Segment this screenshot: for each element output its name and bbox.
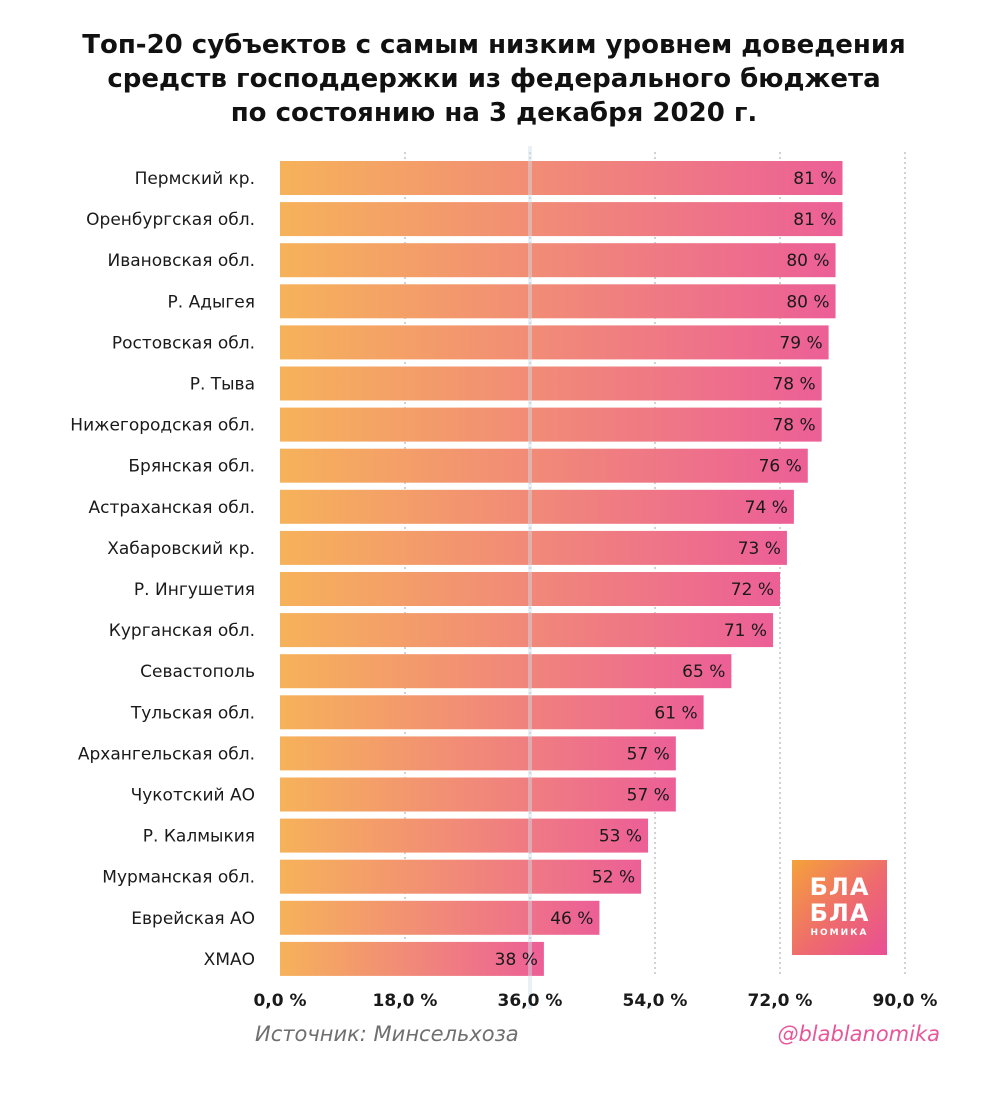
x-tick-label: 18,0 % (373, 991, 438, 1011)
bar (280, 777, 676, 812)
bar (280, 448, 808, 483)
value-label: 61 % (654, 703, 697, 723)
value-label: 80 % (786, 251, 829, 271)
bar (280, 325, 829, 360)
bar (280, 530, 787, 565)
category-label: Астраханская обл. (89, 498, 256, 518)
bar (280, 736, 676, 771)
bar (280, 613, 774, 648)
chart-title-line-1: Топ-20 субъектов с самым низким уровнем … (82, 30, 906, 60)
bar (280, 572, 780, 606)
value-label: 78 % (772, 375, 815, 395)
x-tick-label: 72,0 % (748, 991, 813, 1011)
bar (280, 202, 843, 237)
value-label: 79 % (779, 333, 822, 353)
value-label: 38 % (495, 950, 538, 970)
value-label: 65 % (682, 662, 725, 682)
value-label: 81 % (793, 169, 836, 189)
value-label: 81 % (793, 210, 836, 230)
labels: 0,0 % 18,0 % 36,0 % 54,0 % 72,0 % 90,0 % Пермс… (70, 169, 937, 1011)
value-label: 74 % (745, 498, 788, 518)
x-tick-label: 0,0 % (253, 991, 306, 1011)
bar (280, 366, 822, 401)
bar (280, 407, 822, 442)
chart-title-line-2: средств господдержки из федерального бюд… (107, 64, 881, 94)
bar (280, 161, 843, 195)
category-label: Ростовская обл. (112, 333, 255, 353)
category-label: Архангельская обл. (78, 744, 255, 764)
brand-logo: БЛА БЛА НОМИКА (792, 860, 887, 955)
category-label: ХМАО (204, 950, 255, 970)
bar (280, 695, 704, 730)
bar (280, 284, 836, 319)
category-label: Еврейская АО (131, 909, 255, 929)
x-tick-label: 54,0 % (623, 991, 688, 1011)
x-tick-label: 36,0 % (498, 991, 563, 1011)
category-label: Чукотский АО (131, 786, 255, 806)
category-label: Брянская обл. (128, 457, 255, 477)
category-label: Р. Тыва (190, 375, 255, 395)
category-label: Нижегородская обл. (70, 416, 255, 436)
bar (280, 900, 600, 935)
value-label: 57 % (627, 744, 670, 764)
value-label: 46 % (550, 909, 593, 929)
category-label: Хабаровский кр. (107, 539, 255, 559)
category-label: Р. Адыгея (168, 292, 255, 312)
category-label: Курганская обл. (109, 621, 255, 641)
x-tick-label: 90,0 % (873, 991, 938, 1011)
chart-title: Топ-20 субъектов с самым низким уровнем … (0, 28, 988, 130)
bar (280, 489, 794, 524)
category-label: Р. Ингушетия (134, 580, 255, 600)
value-label: 73 % (738, 539, 781, 559)
bar (280, 243, 836, 278)
value-label: 78 % (772, 416, 815, 436)
logo-line-3: НОМИКА (810, 928, 869, 938)
category-label: Р. Калмыкия (143, 827, 255, 847)
social-handle: @blablanomika (777, 1022, 940, 1046)
chart-title-line-3: по состоянию на 3 декабря 2020 г. (230, 98, 758, 128)
category-label: Тульская обл. (130, 703, 255, 723)
highlight-band (528, 146, 532, 1009)
value-label: 80 % (786, 292, 829, 312)
category-label: Мурманская обл. (102, 868, 255, 888)
value-label: 53 % (599, 827, 642, 847)
logo-line-1: БЛА (809, 873, 870, 901)
value-label: 76 % (759, 457, 802, 477)
category-label: Пермский кр. (135, 169, 255, 189)
value-label: 52 % (592, 868, 635, 888)
bars (280, 146, 843, 1009)
bar (280, 941, 544, 976)
category-label: Ивановская обл. (107, 251, 255, 271)
bar (280, 818, 649, 853)
bar (280, 859, 642, 894)
value-label: 72 % (731, 580, 774, 600)
value-label: 57 % (627, 786, 670, 806)
bar (280, 654, 732, 689)
value-label: 71 % (724, 621, 767, 641)
logo-line-2: БЛА (809, 899, 870, 927)
category-label: Севастополь (140, 662, 255, 682)
source-note: Источник: Минсельхоза (255, 1022, 519, 1046)
category-label: Оренбургская обл. (86, 210, 255, 230)
